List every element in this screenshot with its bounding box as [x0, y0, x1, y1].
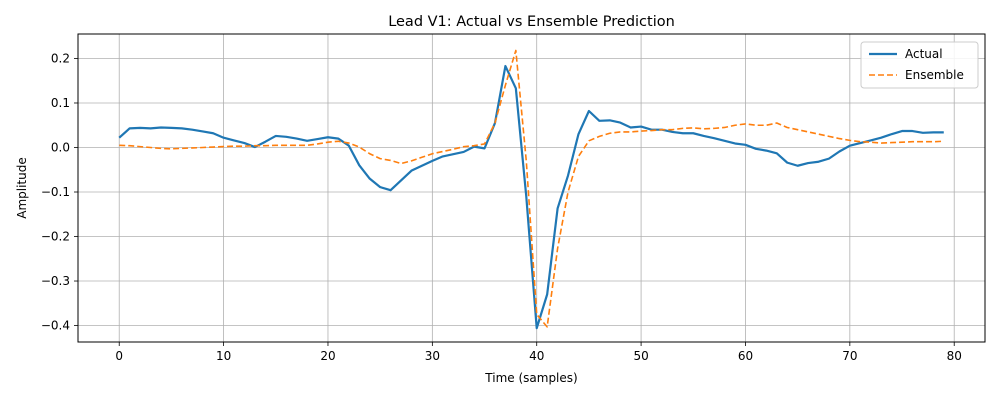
- y-tick-label: 0.2: [51, 51, 70, 65]
- y-tick-label: −0.1: [41, 185, 70, 199]
- plot-frame: [77, 33, 986, 343]
- x-tick-label: 80: [947, 349, 962, 363]
- x-tick-label: 0: [115, 349, 123, 363]
- x-tick-label: 20: [320, 349, 335, 363]
- y-tick-label: −0.4: [41, 319, 70, 333]
- legend-label-ensemble: Ensemble: [905, 68, 964, 82]
- series-layer: [118, 49, 944, 330]
- y-axis-label: Amplitude: [15, 157, 29, 219]
- y-tick-label: 0.1: [51, 96, 70, 110]
- x-tick-label: 40: [529, 349, 544, 363]
- x-tick-label: 30: [425, 349, 440, 363]
- y-tick-label: −0.2: [41, 230, 70, 244]
- chart-title: Lead V1: Actual vs Ensemble Prediction: [388, 14, 675, 30]
- legend: Actual Ensemble: [860, 41, 979, 89]
- y-tick-label: −0.3: [41, 274, 70, 288]
- x-axis-label: Time (samples): [484, 371, 577, 385]
- series-line-ensemble: [119, 49, 944, 328]
- axis-ticks: 0 10 20 30 40 50 60 70 80 −0.4 −0.3 −0.2 −0.1 0.0 0.1 0…: [41, 51, 962, 363]
- x-tick-label: 60: [738, 349, 753, 363]
- x-tick-label: 50: [633, 349, 648, 363]
- legend-label-actual: Actual: [905, 47, 943, 61]
- x-tick-label: 10: [216, 349, 231, 363]
- x-tick-label: 70: [842, 349, 857, 363]
- y-tick-label: 0.0: [51, 140, 70, 154]
